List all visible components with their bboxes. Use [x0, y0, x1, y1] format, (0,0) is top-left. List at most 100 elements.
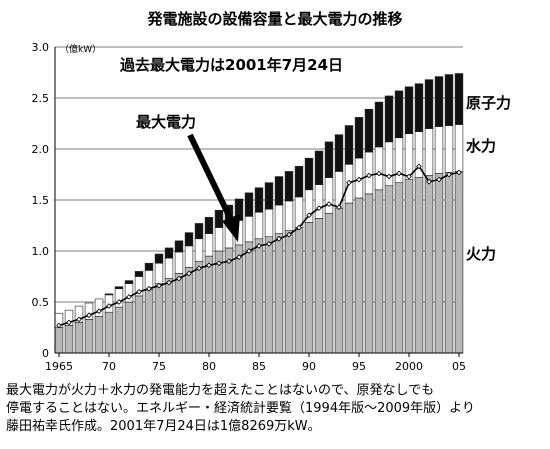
- bar-nuclear: [404, 86, 414, 134]
- bar-hydro: [174, 251, 184, 274]
- bar-nuclear: [184, 232, 194, 247]
- bar-thermal: [74, 322, 84, 354]
- stacked-bars: [54, 73, 464, 354]
- chart: 発電施設の設備容量と最大電力の推移 0 0.5 1.0 1.5 2.0 2.5 3.0 196…: [32, 10, 512, 373]
- bar-thermal: [344, 202, 354, 354]
- bar-nuclear: [314, 150, 324, 185]
- bar-hydro: [164, 257, 174, 279]
- bar-thermal: [144, 289, 154, 354]
- bar-thermal: [354, 197, 364, 354]
- bar-thermal: [394, 182, 404, 354]
- bar-thermal: [94, 315, 104, 354]
- bar-nuclear: [294, 166, 304, 198]
- bar-thermal: [154, 283, 164, 354]
- bar-thermal: [314, 218, 324, 354]
- x-tick-label: 05: [452, 360, 466, 373]
- y-tick-label: 0.5: [32, 296, 50, 309]
- max-power-point: [426, 178, 432, 185]
- max-power-point: [226, 258, 232, 265]
- bar-nuclear: [354, 117, 364, 159]
- bar-thermal: [194, 260, 204, 354]
- y-tick-label: 1.5: [32, 194, 50, 207]
- max-power-point: [176, 275, 182, 282]
- bar-thermal: [334, 207, 344, 354]
- max-power-point: [336, 204, 342, 210]
- bar-nuclear: [344, 125, 354, 165]
- bar-thermal: [454, 171, 464, 354]
- caption-line-2: 停電することはない。エネルギー・経済統計要覧（1994年版～2009年版）より: [6, 401, 475, 416]
- bar-thermal: [174, 273, 184, 354]
- bar-hydro: [314, 184, 324, 219]
- max-power-point: [76, 316, 82, 323]
- bar-thermal: [384, 185, 394, 354]
- bar-nuclear: [264, 182, 274, 210]
- bar-nuclear: [194, 223, 204, 240]
- bar-thermal: [214, 250, 224, 354]
- bar-thermal: [374, 189, 384, 354]
- bar-nuclear: [144, 262, 154, 271]
- max-power-point: [136, 288, 142, 295]
- bar-thermal: [434, 173, 444, 354]
- max-power-point: [376, 170, 382, 177]
- max-power-point: [156, 282, 162, 289]
- bar-hydro: [184, 245, 194, 268]
- max-power-point: [216, 260, 222, 267]
- bar-hydro: [194, 238, 204, 262]
- bar-nuclear: [384, 95, 394, 143]
- bar-nuclear: [124, 280, 134, 284]
- bar-thermal: [254, 238, 264, 354]
- x-tick-label: 90: [302, 360, 316, 373]
- bar-nuclear: [434, 76, 444, 127]
- bar-thermal: [134, 295, 144, 354]
- y-tick-label: 3.0: [32, 41, 50, 54]
- bar-thermal: [264, 236, 274, 354]
- bar-nuclear: [424, 79, 434, 129]
- max-power-point: [126, 294, 132, 300]
- max-power-point: [276, 235, 282, 242]
- bar-hydro: [84, 302, 94, 320]
- record-annotation: 過去最大電力は2001年7月24日: [119, 56, 343, 74]
- bar-thermal: [164, 278, 174, 354]
- max-power-point: [246, 248, 252, 254]
- bar-hydro: [264, 208, 274, 238]
- max-power-point: [366, 172, 372, 179]
- arrow-shaft: [187, 133, 235, 224]
- bar-nuclear: [114, 286, 124, 290]
- x-tick-label: 75: [152, 360, 166, 373]
- bar-hydro: [374, 146, 384, 191]
- max-power-point: [186, 270, 192, 277]
- max-power-point: [306, 212, 312, 219]
- bar-nuclear: [414, 83, 424, 132]
- bar-nuclear: [164, 247, 174, 259]
- bar-hydro: [74, 305, 84, 323]
- max-power-point: [446, 171, 452, 178]
- max-power-label: 最大電力: [136, 113, 196, 131]
- bar-nuclear: [374, 101, 384, 148]
- bar-hydro: [254, 211, 264, 240]
- bar-thermal: [444, 172, 454, 354]
- max-power-point: [316, 205, 322, 211]
- x-tick-label: 85: [252, 360, 266, 373]
- bar-hydro: [334, 171, 344, 209]
- max-power-point: [86, 312, 92, 319]
- y-unit-label: （億kW）: [60, 43, 101, 55]
- bar-hydro: [204, 233, 214, 257]
- max-power-point: [406, 173, 412, 180]
- bar-thermal: [274, 233, 284, 354]
- bar-thermal: [404, 179, 414, 354]
- bar-thermal: [114, 306, 124, 354]
- caption: 最大電力が火力＋水力の発電能力を超えたことはないので、原発なしでも 停電すること…: [6, 382, 546, 436]
- bar-nuclear: [364, 108, 374, 153]
- max-power-point: [256, 243, 262, 249]
- bar-thermal: [54, 327, 64, 354]
- max-power-point: [266, 241, 272, 247]
- bar-thermal: [284, 230, 294, 354]
- bar-nuclear: [134, 271, 144, 277]
- bar-nuclear: [214, 209, 224, 228]
- max-power-point: [356, 176, 362, 183]
- bar-thermal: [84, 319, 94, 354]
- bar-hydro: [214, 227, 224, 252]
- x-tick-label: 1965: [45, 360, 73, 373]
- max-power-point: [206, 262, 212, 269]
- max-power-point: [236, 254, 242, 260]
